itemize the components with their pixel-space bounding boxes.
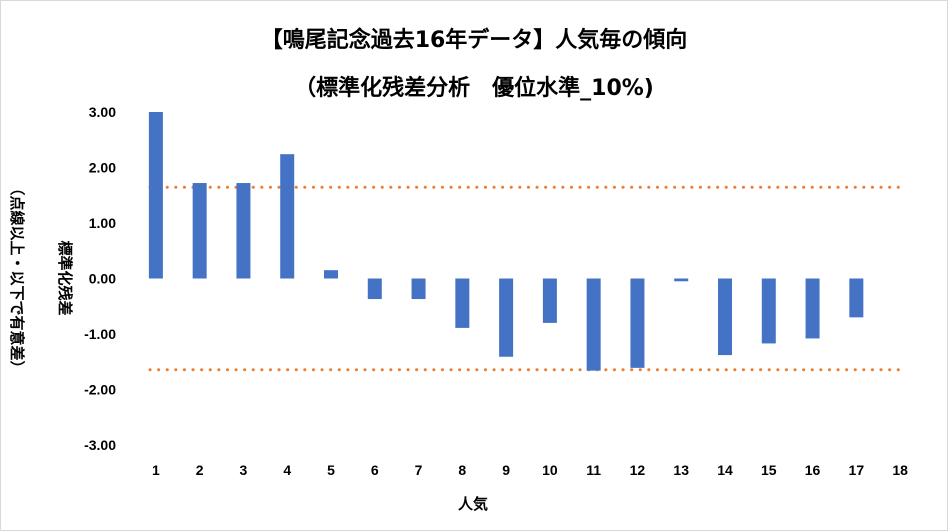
bar — [499, 278, 514, 357]
bar — [455, 278, 470, 328]
x-tick-label: 17 — [849, 462, 865, 478]
y-axis-sublabel: （点線以上・以下で有意差） — [8, 180, 26, 375]
bar — [586, 278, 601, 371]
x-tick-label: 15 — [761, 462, 777, 478]
x-tick-label: 18 — [892, 462, 908, 478]
bar — [280, 154, 295, 279]
bar — [718, 278, 732, 356]
chart-title: 【鳴尾記念過去16年データ】人気毎の傾向 — [260, 28, 688, 53]
y-tick-label: 2.00 — [89, 160, 116, 176]
x-tick-label: 11 — [586, 462, 601, 478]
x-tick-label: 3 — [240, 462, 248, 478]
x-tick-label: 12 — [630, 462, 646, 478]
y-tick-label: 3.00 — [89, 104, 116, 120]
bar — [761, 278, 776, 344]
y-tick-label: -1.00 — [84, 326, 116, 342]
x-tick-label: 9 — [502, 462, 510, 478]
bar — [542, 278, 557, 323]
bar — [674, 278, 689, 282]
x-tick-label: 1 — [152, 462, 160, 478]
bar — [192, 183, 207, 279]
bar — [630, 278, 645, 368]
bar — [324, 270, 338, 279]
x-tick-label: 16 — [805, 462, 821, 478]
x-tick-label: 14 — [717, 462, 733, 478]
x-tick-label: 7 — [415, 462, 423, 478]
bar — [411, 278, 426, 300]
y-tick-label: -2.00 — [84, 382, 116, 398]
x-tick-label: 10 — [542, 462, 558, 478]
bar — [367, 278, 382, 300]
x-axis-label: 人気 — [458, 495, 488, 513]
y-tick-label: 0.00 — [89, 271, 116, 287]
x-tick-label: 4 — [283, 462, 291, 478]
chart-subtitle: （標準化残差分析 優位水準_10%) — [294, 76, 654, 101]
y-tick-label: -3.00 — [84, 437, 116, 453]
bar — [148, 112, 163, 279]
x-tick-label: 8 — [458, 462, 466, 478]
x-tick-label: 2 — [196, 462, 204, 478]
y-axis-label: 標準化残差 — [56, 240, 74, 315]
x-tick-label: 5 — [327, 462, 335, 478]
x-tick-label: 6 — [371, 462, 379, 478]
x-tick-label: 13 — [673, 462, 689, 478]
bar — [236, 183, 251, 279]
bar — [849, 278, 864, 318]
y-tick-label: 1.00 — [89, 215, 116, 231]
bar — [805, 278, 820, 339]
